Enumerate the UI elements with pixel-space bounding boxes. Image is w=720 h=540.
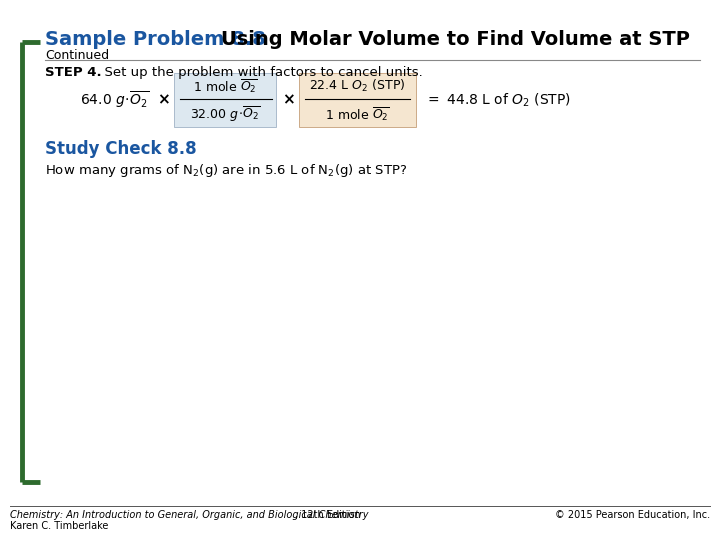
Text: $64.0\ g\!\cdot\!\overline{O_2}\,$: $64.0\ g\!\cdot\!\overline{O_2}\,$ [80, 90, 149, 110]
Text: $\mathbf{\times}$: $\mathbf{\times}$ [282, 93, 294, 107]
Text: $1\ \mathrm{mole}\ \overline{O_2}$: $1\ \mathrm{mole}\ \overline{O_2}$ [325, 105, 390, 123]
Text: $32.00\ g\!\cdot\!\overline{O_2}$: $32.00\ g\!\cdot\!\overline{O_2}$ [190, 104, 260, 124]
FancyBboxPatch shape [299, 73, 416, 127]
Text: Chemistry: An Introduction to General, Organic, and Biological Chemistry: Chemistry: An Introduction to General, O… [10, 510, 369, 520]
Text: Karen C. Timberlake: Karen C. Timberlake [10, 521, 109, 531]
Text: Using Molar Volume to Find Volume at STP: Using Molar Volume to Find Volume at STP [221, 30, 690, 49]
Text: Continued: Continued [45, 49, 109, 62]
Text: $\mathbf{\times}$: $\mathbf{\times}$ [156, 93, 169, 107]
Text: How many grams of $\mathrm{N_2}$(g) are in 5.6 L of $\mathrm{N_2}$(g) at STP?: How many grams of $\mathrm{N_2}$(g) are … [45, 162, 408, 179]
Text: $1\ \mathrm{mole}\ \overline{O_2}$: $1\ \mathrm{mole}\ \overline{O_2}$ [192, 77, 258, 95]
Text: STEP 4.: STEP 4. [45, 66, 102, 79]
Text: $22.4\ \mathrm{L}\ O_2\ \mathrm{(STP)}$: $22.4\ \mathrm{L}\ O_2\ \mathrm{(STP)}$ [309, 78, 405, 94]
Text: $=\ 44.8\ \mathrm{L\ of}\ O_2\ \mathrm{(STP)}$: $=\ 44.8\ \mathrm{L\ of}\ O_2\ \mathrm{(… [425, 91, 571, 109]
FancyBboxPatch shape [174, 73, 276, 127]
Text: Set up the problem with factors to cancel units.: Set up the problem with factors to cance… [96, 66, 423, 79]
Text: Study Check 8.8: Study Check 8.8 [45, 140, 197, 158]
Text: , 12th Edition: , 12th Edition [295, 510, 361, 520]
Text: © 2015 Pearson Education, Inc.: © 2015 Pearson Education, Inc. [555, 510, 710, 520]
Text: Sample Problem 8.8: Sample Problem 8.8 [45, 30, 272, 49]
